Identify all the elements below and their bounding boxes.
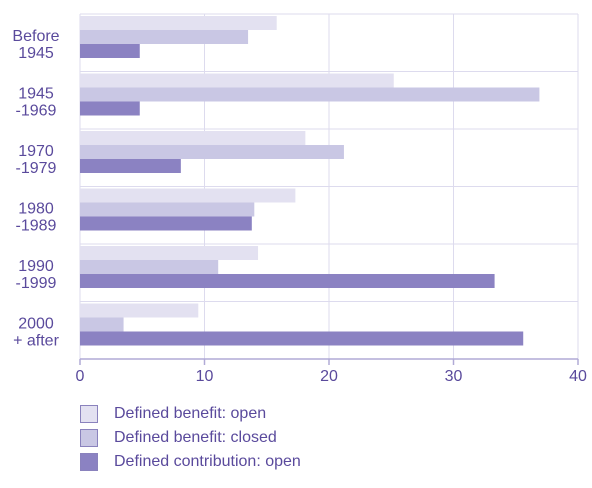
category-label-line-1-0: 1945 bbox=[18, 85, 54, 102]
bar-4-2 bbox=[80, 274, 495, 288]
category-label-4: 1990 -1999 bbox=[16, 258, 57, 292]
bar-1-1 bbox=[80, 87, 540, 102]
bar-0-2 bbox=[80, 44, 140, 58]
category-label-3: 1980 -1989 bbox=[16, 200, 57, 234]
x-tick-label-2: 20 bbox=[320, 368, 338, 385]
category-label-line-2-1: -1979 bbox=[16, 160, 57, 177]
bar-1-0 bbox=[80, 73, 394, 88]
x-tick-label-4: 40 bbox=[569, 368, 587, 385]
x-tick-label-1: 10 bbox=[196, 368, 214, 385]
legend-label-db-closed: Defined benefit: closed bbox=[114, 429, 277, 446]
bar-1-2 bbox=[80, 101, 140, 116]
category-label-0: Before 1945 bbox=[12, 28, 59, 62]
bar-0-1 bbox=[80, 30, 249, 44]
bar-5-1 bbox=[80, 317, 124, 332]
category-label-line-5-1: + after bbox=[13, 332, 59, 349]
legend: Defined benefit: open Defined benefit: c… bbox=[80, 404, 301, 476]
bar-3-0 bbox=[80, 188, 296, 203]
category-label-line-4-0: 1990 bbox=[18, 258, 54, 275]
bar-2-0 bbox=[80, 131, 306, 145]
category-label-line-3-1: -1989 bbox=[16, 217, 57, 234]
bar-2-2 bbox=[80, 159, 181, 173]
category-label-2: 1970 -1979 bbox=[16, 143, 57, 177]
category-label-line-5-0: 2000 bbox=[18, 315, 54, 332]
bar-0-0 bbox=[80, 16, 277, 30]
category-label-1: 1945 -1969 bbox=[16, 85, 57, 119]
legend-swatch-db-closed bbox=[80, 429, 98, 447]
bar-2-1 bbox=[80, 145, 344, 159]
category-label-line-0-1: 1945 bbox=[18, 45, 54, 62]
legend-label-db-open: Defined benefit: open bbox=[114, 405, 267, 422]
bar-3-1 bbox=[80, 202, 255, 217]
legend-item-dc-open: Defined contribution: open bbox=[80, 452, 301, 472]
bar-4-1 bbox=[80, 260, 219, 274]
bar-4-0 bbox=[80, 246, 259, 260]
bar-5-2 bbox=[80, 331, 524, 346]
legend-label-dc-open: Defined contribution: open bbox=[114, 453, 301, 470]
category-label-line-2-0: 1970 bbox=[18, 143, 54, 160]
category-label-line-0-0: Before bbox=[12, 28, 59, 45]
bar-3-2 bbox=[80, 216, 252, 231]
legend-item-db-closed: Defined benefit: closed bbox=[80, 428, 301, 448]
legend-swatch-db-open bbox=[80, 405, 98, 423]
category-label-5: 2000 + after bbox=[13, 315, 59, 349]
x-tick-label-3: 30 bbox=[445, 368, 463, 385]
category-label-line-3-0: 1980 bbox=[18, 200, 54, 217]
legend-swatch-dc-open bbox=[80, 453, 98, 471]
legend-item-db-open: Defined benefit: open bbox=[80, 404, 301, 424]
x-tick-label-0: 0 bbox=[76, 368, 85, 385]
category-label-line-1-1: -1969 bbox=[16, 102, 57, 119]
category-label-line-4-1: -1999 bbox=[16, 275, 57, 292]
bar-5-0 bbox=[80, 303, 199, 318]
